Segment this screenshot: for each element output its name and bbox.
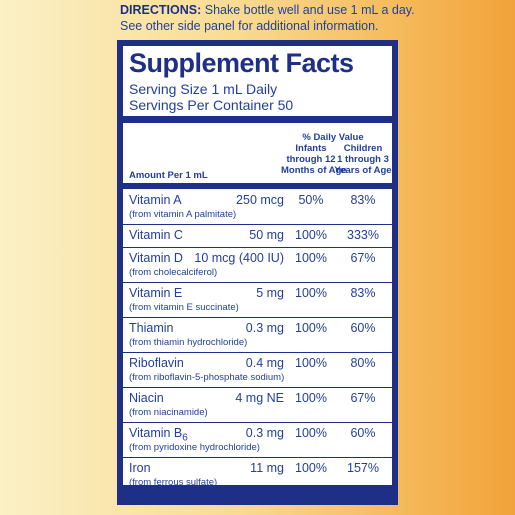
thick-rule — [123, 183, 392, 189]
header-line: Infants — [295, 143, 327, 154]
header-line: Children — [343, 143, 383, 154]
facts-title: Supplement Facts — [129, 48, 354, 78]
amount: 5 mg — [256, 286, 284, 300]
infants-dv: 50% — [298, 193, 324, 207]
children-dv: 67% — [350, 391, 376, 405]
row-rule — [123, 387, 392, 388]
nutrient-source: (from niacinamide) — [129, 407, 208, 418]
header-line: Years of Age — [334, 165, 392, 176]
amount-header: Amount Per 1 mL — [129, 170, 208, 181]
nutrient-name: Thiamin — [129, 321, 174, 335]
children-dv: 60% — [350, 426, 376, 440]
amount: 0.3 mg — [245, 426, 284, 440]
infants-dv: 100% — [295, 321, 327, 335]
amount: 50 mg — [249, 228, 284, 242]
amount: 10 mcg (400 IU) — [194, 251, 284, 265]
children-dv: 333% — [347, 228, 379, 242]
children-dv: 83% — [350, 193, 376, 207]
directions-text: Shake bottle well and use 1 mL a day. — [204, 3, 415, 17]
serving-size: Serving Size 1 mL Daily — [129, 81, 278, 97]
row-rule — [123, 352, 392, 353]
row-rule — [123, 317, 392, 318]
amount: 0.3 mg — [245, 321, 284, 335]
nutrient-source: (from riboflavin-5-phosphate sodium) — [129, 372, 285, 383]
thick-rule — [123, 116, 392, 123]
directions: DIRECTIONS: Shake bottle well and use 1 … — [120, 3, 415, 17]
children-dv: 67% — [350, 251, 376, 265]
nutrient-subscript: 6 — [182, 432, 188, 444]
nutrient-name: Vitamin E — [129, 286, 183, 300]
thick-rule — [123, 485, 392, 499]
infants-dv: 100% — [295, 461, 327, 475]
nutrient-source: (from vitamin E succinate) — [129, 302, 239, 313]
row-rule — [123, 422, 392, 423]
children-dv: 83% — [350, 286, 376, 300]
directions-line: See other side panel for additional info… — [120, 19, 379, 33]
directions-label: DIRECTIONS: — [120, 3, 202, 17]
children-dv: 80% — [350, 356, 376, 370]
nutrient-source: (from cholecalciferol) — [129, 267, 218, 278]
row-rule — [123, 457, 392, 458]
servings-per-container: Servings Per Container 50 — [129, 97, 294, 113]
header-line: through 12 — [286, 154, 336, 165]
children-header: Children 1 through 3 Years of Age — [333, 143, 393, 176]
nutrient-source: (from pyridoxine hydrochloride) — [129, 442, 260, 453]
row-rule — [123, 247, 392, 248]
row-rule — [123, 224, 392, 225]
nutrient-name: Iron — [129, 461, 151, 475]
amount: 4 mg NE — [235, 391, 284, 405]
nutrient-name: Riboflavin — [129, 356, 184, 370]
infants-dv: 100% — [295, 228, 327, 242]
infants-dv: 100% — [295, 391, 327, 405]
header-line: 1 through 3 — [337, 154, 389, 165]
infants-header: Infants through 12 Months of Age — [281, 143, 347, 176]
nutrient-name: Vitamin A — [129, 193, 182, 207]
infants-dv: 100% — [295, 356, 327, 370]
row-rule — [123, 282, 392, 283]
nutrient-name: Vitamin C — [129, 228, 183, 242]
daily-value-header: % Daily Value — [302, 132, 364, 143]
infants-dv: 100% — [295, 286, 327, 300]
infants-dv: 100% — [295, 251, 327, 265]
children-dv: 60% — [350, 321, 376, 335]
nutrient-source: (from vitamin A palmitate) — [129, 209, 237, 220]
header-line: Months of Age — [281, 165, 347, 176]
amount: 250 mcg — [236, 193, 284, 207]
nutrient-name: Vitamin D — [129, 251, 183, 265]
amount: 11 mg — [250, 461, 284, 475]
nutrient-source: (from ferrous sulfate) — [129, 477, 218, 488]
infants-dv: 100% — [295, 426, 327, 440]
nutrient-source: (from thiamin hydrochloride) — [129, 337, 248, 348]
nutrient-name: Niacin — [129, 391, 164, 405]
amount: 0.4 mg — [245, 356, 284, 370]
nutrient-name: Vitamin B6 — [129, 426, 188, 444]
facts-panel: Supplement Facts Serving Size 1 mL Daily… — [117, 40, 398, 505]
children-dv: 157% — [347, 461, 379, 475]
